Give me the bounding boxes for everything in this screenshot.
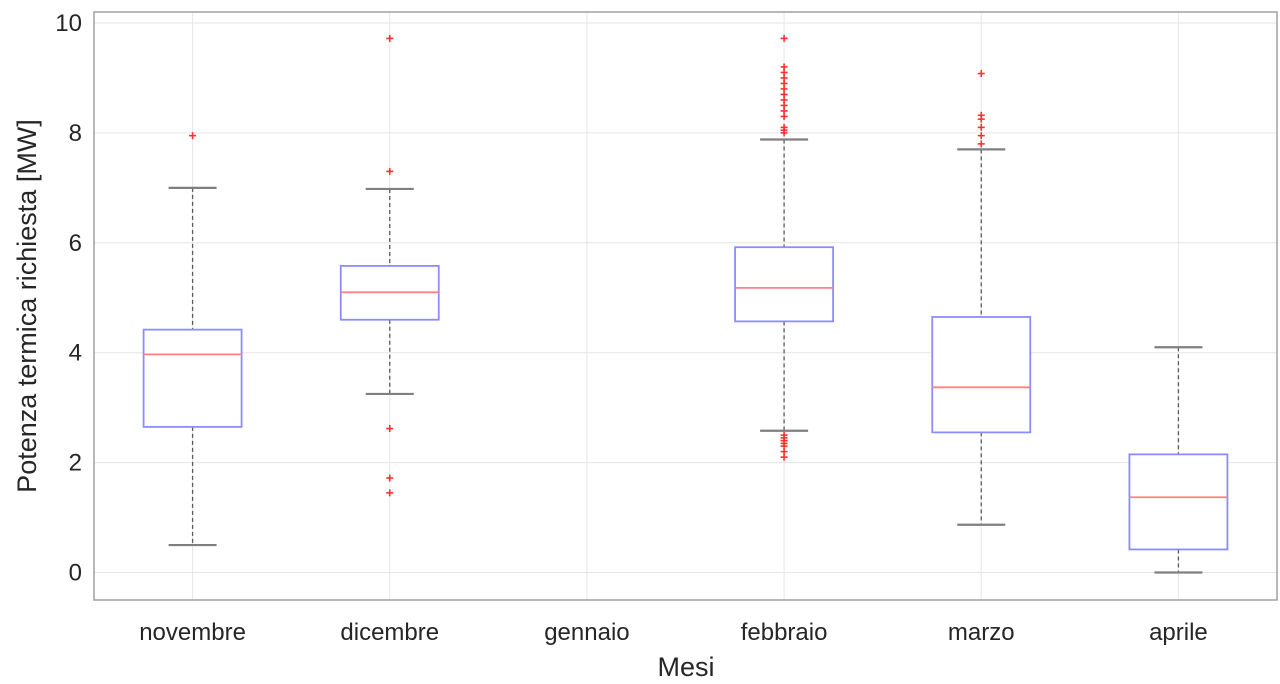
iqr-box xyxy=(734,246,834,323)
outlier-point xyxy=(386,474,394,482)
box-marzo xyxy=(931,70,1032,526)
outlier-point xyxy=(977,123,985,131)
box-novembre xyxy=(142,132,243,547)
outlier-point xyxy=(977,70,985,78)
outlier-point xyxy=(780,453,788,461)
outlier-point xyxy=(386,34,394,42)
y-tick-label: 0 xyxy=(69,560,82,587)
box-febbraio xyxy=(734,34,834,461)
box-dicembre xyxy=(339,34,440,497)
y-tick-label: 10 xyxy=(55,10,82,37)
x-tick-label-febbraio: febbraio xyxy=(741,619,828,646)
y-tick-label: 8 xyxy=(69,120,82,147)
outlier-point xyxy=(780,34,788,42)
x-tick-label-aprile: aprile xyxy=(1149,619,1208,646)
x-tick-label-dicembre: dicembre xyxy=(340,619,439,646)
plot-area-frame xyxy=(93,11,1278,601)
grid-layer xyxy=(94,12,1277,600)
y-tick-label: 2 xyxy=(69,450,82,477)
x-tick-label-marzo: marzo xyxy=(948,619,1015,646)
boxes-layer xyxy=(142,34,1229,574)
iqr-box xyxy=(1128,453,1229,551)
outlier-point xyxy=(780,112,788,120)
y-tick-label: 6 xyxy=(69,230,82,257)
tick-labels-layer: 0 2 4 6 8 10 novembre dicembre gennaio febbraio ma… xyxy=(55,10,1207,646)
outlier-point xyxy=(386,489,394,497)
outlier-point xyxy=(386,167,394,175)
box-aprile xyxy=(1128,346,1229,574)
iqr-box xyxy=(142,328,243,428)
outlier-point xyxy=(977,132,985,140)
iqr-box xyxy=(931,316,1032,434)
outlier-point xyxy=(189,132,197,140)
outlier-point xyxy=(977,115,985,123)
x-axis-title: Mesi xyxy=(657,652,714,682)
y-tick-label: 4 xyxy=(69,340,82,367)
outlier-point xyxy=(977,140,985,148)
x-tick-label-novembre: novembre xyxy=(139,619,246,646)
y-axis-title: Potenza termica richiesta [MW] xyxy=(12,119,42,493)
outlier-point xyxy=(386,425,394,433)
outlier-point xyxy=(780,129,788,137)
x-tick-label-gennaio: gennaio xyxy=(544,619,629,646)
